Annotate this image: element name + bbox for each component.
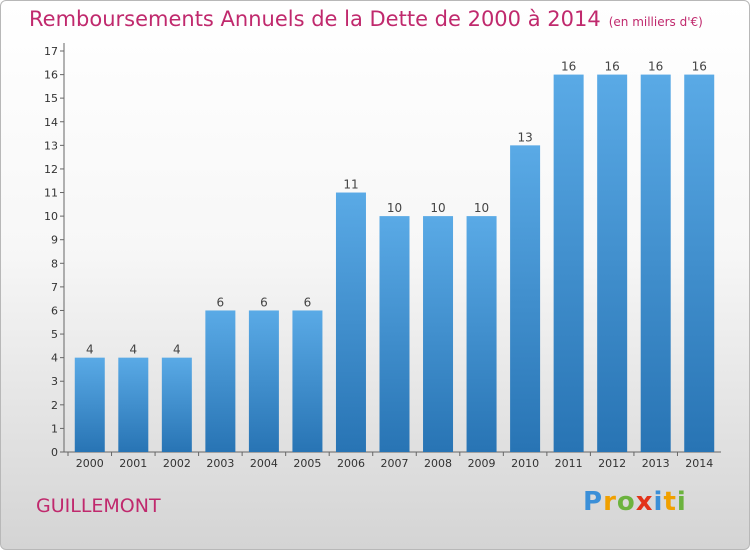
y-tick-label: 13 [44, 139, 58, 152]
value-label-2007: 10 [387, 201, 402, 215]
bar-2013 [640, 74, 671, 453]
chart-bars [74, 74, 715, 453]
bar-2004 [248, 310, 279, 452]
x-tick-label-2007: 2007 [381, 457, 409, 470]
y-tick-label: 8 [51, 257, 58, 270]
x-tick-label-2003: 2003 [206, 457, 234, 470]
bar-2012 [597, 74, 628, 453]
x-tick-label-2000: 2000 [76, 457, 104, 470]
value-label-2008: 10 [430, 201, 445, 215]
chart-title: Remboursements Annuels de la Dette de 20… [29, 7, 703, 31]
bar-2011 [553, 74, 584, 453]
value-label-2014: 16 [692, 60, 707, 74]
logo-letter: o [616, 487, 636, 517]
y-tick-label: 3 [51, 375, 58, 388]
chart-unit-label: (en milliers d'€) [608, 15, 703, 29]
bar-2001 [118, 357, 149, 452]
value-label-2002: 4 [173, 343, 181, 357]
y-tick-label: 0 [51, 446, 58, 459]
value-label-2004: 6 [260, 295, 268, 309]
x-tick-label-2001: 2001 [119, 457, 147, 470]
bar-2006 [335, 192, 366, 452]
value-label-2013: 16 [648, 60, 663, 74]
x-tick-label-2011: 2011 [555, 457, 583, 470]
y-tick-label: 12 [44, 163, 58, 176]
y-tick-label: 9 [51, 234, 58, 247]
value-label-2001: 4 [129, 343, 137, 357]
value-label-2003: 6 [217, 295, 225, 309]
value-label-2006: 11 [343, 178, 358, 192]
y-tick-label: 4 [51, 352, 58, 365]
logo-letter: r [603, 487, 617, 517]
x-tick-label-2008: 2008 [424, 457, 452, 470]
y-tick-label: 1 [51, 422, 58, 435]
x-tick-label-2002: 2002 [163, 457, 191, 470]
bar-2008 [423, 216, 454, 452]
y-tick-label: 16 [44, 69, 58, 82]
logo-letter: t [663, 487, 677, 517]
proxiti-logo: Proxiti [583, 487, 687, 517]
x-tick-label-2014: 2014 [685, 457, 713, 470]
logo-letter: i [676, 487, 687, 517]
y-tick-label: 7 [51, 281, 58, 294]
value-label-2005: 6 [304, 295, 312, 309]
bar-2014 [684, 74, 715, 453]
chart-title-text: Remboursements Annuels de la Dette de 20… [29, 7, 601, 31]
y-tick-label: 11 [44, 187, 58, 200]
x-tick-label-2005: 2005 [293, 457, 321, 470]
bar-2003 [205, 310, 236, 452]
value-label-2010: 13 [517, 130, 532, 144]
y-tick-label: 17 [44, 45, 58, 58]
y-tick-label: 15 [44, 92, 58, 105]
y-tick-label: 10 [44, 210, 58, 223]
bar-2007 [379, 216, 410, 452]
x-tick-label-2006: 2006 [337, 457, 365, 470]
bar-2009 [466, 216, 497, 452]
bar-2010 [510, 145, 541, 452]
logo-letter: P [583, 487, 604, 517]
y-tick-label: 5 [51, 328, 58, 341]
logo-letter: x [635, 487, 654, 517]
y-tick-label: 6 [51, 304, 58, 317]
bar-2005 [292, 310, 323, 452]
value-label-2000: 4 [86, 343, 94, 357]
value-label-2009: 10 [474, 201, 489, 215]
value-label-2011: 16 [561, 60, 576, 74]
value-label-2012: 16 [605, 60, 620, 74]
x-tick-label-2004: 2004 [250, 457, 278, 470]
y-tick-label: 14 [44, 116, 58, 129]
bar-2000 [74, 357, 105, 452]
x-tick-label-2013: 2013 [642, 457, 670, 470]
x-tick-label-2010: 2010 [511, 457, 539, 470]
logo-letter: i [653, 487, 664, 517]
chart-labels: 4 2000 4 2001 4 2002 6 2003 6 2004 6 2005 11 2006 10 20… [76, 60, 713, 470]
bar-2002 [161, 357, 192, 452]
x-tick-label-2012: 2012 [598, 457, 626, 470]
y-tick-label: 2 [51, 399, 58, 412]
commune-name: GUILLEMONT [36, 495, 161, 517]
x-tick-label-2009: 2009 [468, 457, 496, 470]
